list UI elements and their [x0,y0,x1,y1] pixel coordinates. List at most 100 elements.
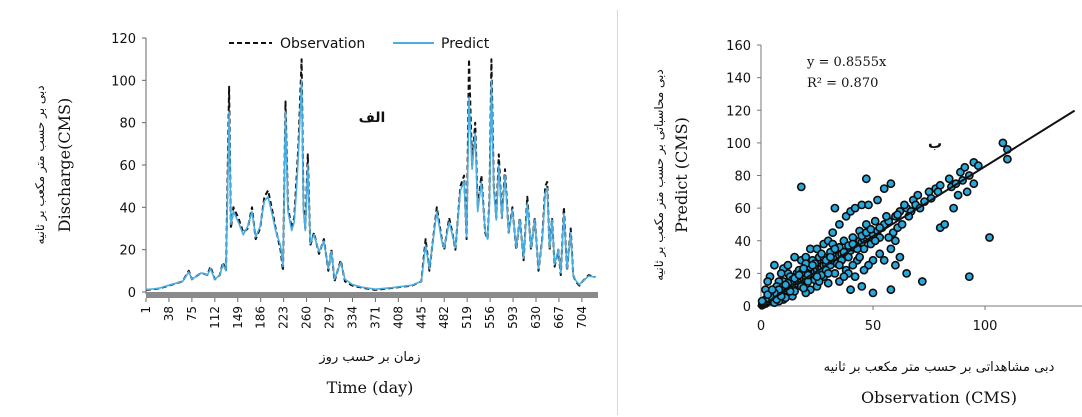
scatter-point [897,219,907,229]
series-line-observation [145,58,596,291]
scatter-point [859,265,869,275]
scatter-point [969,179,979,189]
x-tick-label: 260 [300,306,314,329]
x-axis-title: Time (day) [327,378,414,397]
y-tick-label: 120 [726,104,751,119]
scatter-point [884,233,894,242]
scatter-point [886,244,896,254]
scatter-point [870,216,880,226]
x-axis-title-fa: زمان بر حسب روز [318,350,420,365]
scatter-point [879,184,889,193]
scatter-point [866,224,876,234]
scatter-point [790,252,799,262]
scatter-point [781,280,790,290]
scatter-point [848,260,858,270]
x-tick-label: 100 [973,319,998,334]
x-tick-label: 408 [391,306,405,329]
scatter-point [913,190,923,200]
scatter-point [799,283,808,293]
x-tick-label: 704 [575,306,589,329]
trend-equation: y = 0.8555x [806,55,887,70]
series-line-predict [145,79,596,291]
y-tick-label: 60 [119,159,136,174]
legend-label-predict: Predict [441,36,490,52]
scatter-point [868,288,878,298]
y-tick-label: 80 [119,117,136,132]
x-tick-label: 0 [757,319,765,334]
x-tick-label: 593 [506,306,520,329]
x-tick-label: 112 [208,306,222,329]
y-tick-label: 80 [734,170,751,185]
y-tick-label: 40 [734,235,751,250]
scatter-point [940,219,950,229]
scatter-point [861,174,871,184]
y-tick-label: 160 [726,39,751,54]
y-tick-label: 100 [111,74,136,89]
scatter-point [953,190,963,200]
x-tick-label: 297 [323,306,337,329]
y-tick-label: 100 [726,137,751,152]
y-tick-label: 40 [119,201,136,216]
x-tick-label: 75 [185,306,199,321]
x-tick-label: 186 [254,306,268,329]
scatter-point [964,272,974,281]
scatter-point [857,281,867,291]
scatter-point [962,187,972,197]
x-tick-label: 223 [277,306,291,329]
x-axis-title-fa: دبی مشاهداتی بر حسب متر مکعب بر ثانیه [824,360,1055,375]
y-tick-label: 60 [734,202,751,217]
scatter-point [890,260,900,270]
scatter-point [949,203,958,213]
x-tick-label: 482 [437,306,451,329]
scatter-point [875,249,885,259]
scatter-point [796,182,806,192]
scatter-point [944,174,954,184]
scatter-point [769,260,779,270]
x-tick-label: 371 [368,306,382,329]
scatter-point [881,211,891,221]
scatter-point [799,264,808,273]
x-tick-label: 1 [139,306,153,314]
y-tick-label: 20 [119,244,136,259]
scatter-point [879,255,889,265]
scatter-point [973,161,983,171]
scatter-point [794,270,804,280]
y-tick-label: 140 [726,72,751,87]
scatter-point [823,268,833,278]
scatter-point [776,268,786,278]
scatter-point [763,277,773,286]
x-axis-bar [146,292,598,298]
scatter-point [808,260,817,270]
scatter-point [855,252,864,262]
x-tick-label: 334 [345,306,359,329]
x-tick-label: 519 [460,306,474,329]
scatter-point [783,260,793,270]
y-tick-label: 0 [128,286,136,301]
y-axis-title-fa: دبی محاسباتی بر حسب متر مکعب بر ثانیه [652,69,667,280]
scatter-point [817,249,826,259]
y-axis-title: Predict (CMS) [672,117,691,233]
scatter-chart: 020406080100120140160050100150y = 0.8555… [652,39,1082,407]
scatter-point [895,252,905,262]
x-tick-label: 149 [231,306,245,329]
scatter-point [902,268,911,278]
scatter-point [1002,154,1012,164]
y-tick-label: 120 [111,32,136,47]
scatter-point [890,236,900,246]
scatter-point [870,236,880,246]
y-axis-title-fa: دبی بر حسب متر مکعب بر ثانیه [33,85,48,244]
scatter-point [823,278,833,288]
scatter-point [846,285,855,295]
scatter-point [873,195,882,205]
scatter-point [886,285,896,295]
panel-label: الف [359,110,386,126]
scatter-point [893,210,902,220]
y-tick-label: 20 [734,267,751,282]
scatter-point [830,203,840,213]
x-tick-label: 630 [529,306,543,329]
legend-label-observation: Observation [280,36,365,52]
y-tick-label: 0 [743,300,751,315]
r-squared: R² = 0.870 [807,76,878,91]
scatter-point [960,162,970,172]
